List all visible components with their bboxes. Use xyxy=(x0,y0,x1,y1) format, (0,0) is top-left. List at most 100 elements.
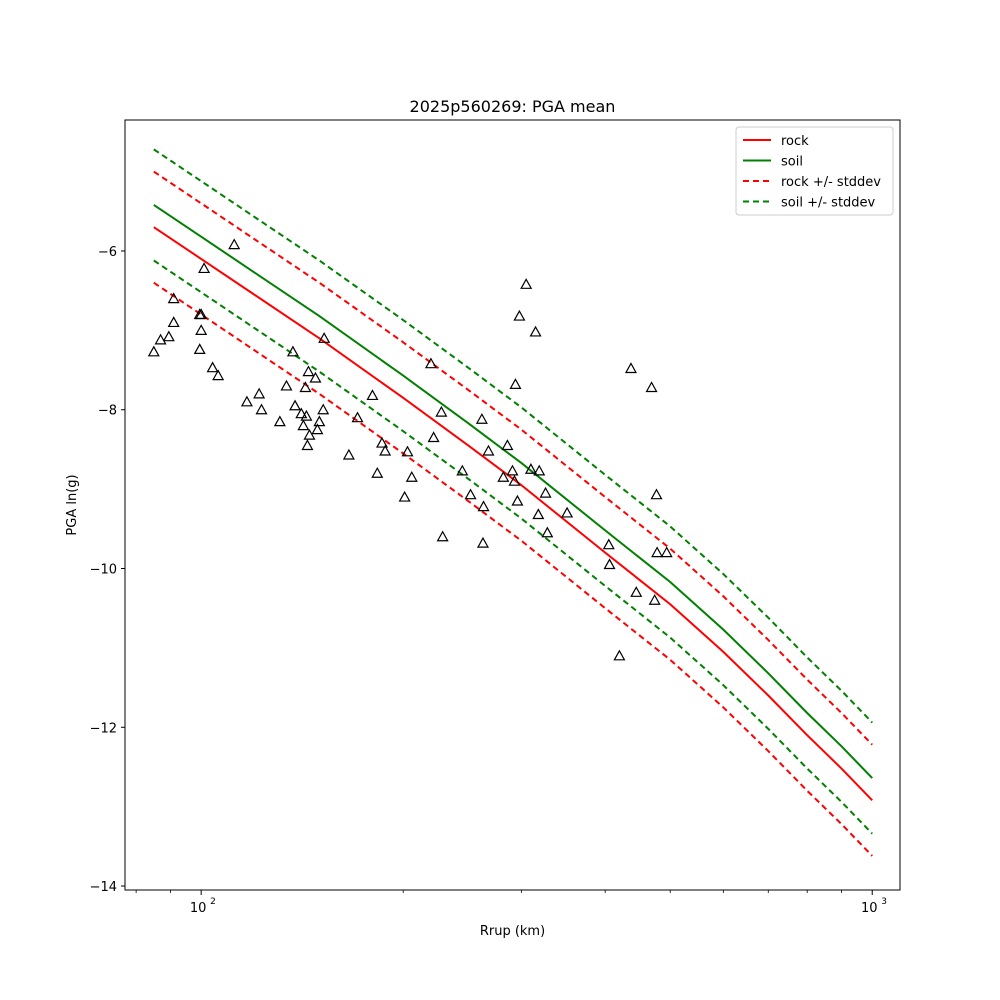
y-axis-label: PGA ln(g) xyxy=(65,474,80,535)
observation-point xyxy=(371,467,384,478)
observation-point xyxy=(602,538,615,550)
observation-point xyxy=(309,371,322,383)
observation-point xyxy=(342,448,355,460)
observation-point xyxy=(253,387,266,399)
observation-point xyxy=(630,586,643,597)
observation-point xyxy=(313,415,326,427)
observation-point xyxy=(401,445,414,457)
observation-point xyxy=(311,423,324,435)
plot-layer xyxy=(147,148,873,857)
y-tick-label: −12 xyxy=(90,721,117,736)
observation-point xyxy=(379,444,392,456)
observation-point xyxy=(541,526,554,538)
observation-point xyxy=(561,506,574,518)
observation-point xyxy=(147,345,160,357)
observation-point xyxy=(240,395,253,407)
observation-point xyxy=(650,488,663,500)
observation-point xyxy=(206,361,219,373)
observation-point xyxy=(501,439,514,451)
observation-point xyxy=(167,292,180,304)
observation-point xyxy=(167,316,180,328)
observation-point xyxy=(508,474,521,486)
observation-point xyxy=(506,464,519,476)
observation-point xyxy=(228,238,241,250)
x-tick-exponent: 2 xyxy=(210,897,216,907)
observation-point xyxy=(273,415,286,427)
legend-entry: soil xyxy=(781,155,803,170)
observation-point xyxy=(286,345,299,357)
observation-point xyxy=(513,309,526,321)
observation-point xyxy=(476,536,490,548)
legend-entry: soil +/- stddev xyxy=(781,196,876,211)
observation-point xyxy=(300,409,313,421)
observation-point xyxy=(645,381,658,393)
observation-point xyxy=(193,343,206,355)
observation-point xyxy=(533,464,546,476)
observation-point xyxy=(212,369,225,381)
observation-point xyxy=(195,308,208,320)
observation-point xyxy=(301,439,314,451)
observation-point xyxy=(195,324,208,335)
observation-point xyxy=(303,428,316,440)
y-tick-label: −8 xyxy=(98,404,117,419)
observation-point xyxy=(497,470,510,482)
y-tick-label: −10 xyxy=(90,563,117,578)
observation-point xyxy=(511,494,524,506)
observation-point xyxy=(532,508,545,520)
observation-point xyxy=(376,436,389,448)
series-rock-line xyxy=(153,226,873,801)
series-rock-stddev-upper xyxy=(153,170,873,746)
observation-point xyxy=(529,325,542,337)
x-tick-exponent: 3 xyxy=(881,897,887,907)
observation-point xyxy=(366,389,379,401)
series-soil-line xyxy=(153,204,873,779)
observation-point xyxy=(475,413,488,424)
observation-point xyxy=(299,381,312,393)
series-soil-stddev-lower xyxy=(153,259,873,835)
observation-point xyxy=(539,486,552,498)
x-axis-label: Rrup (km) xyxy=(480,924,545,939)
observation-point xyxy=(424,357,437,369)
observation-point xyxy=(255,403,268,415)
observation-point xyxy=(280,379,293,391)
legend-entry: rock +/- stddev xyxy=(781,175,881,190)
observation-point xyxy=(651,546,664,558)
observation-point xyxy=(482,444,495,456)
legend-entry: rock xyxy=(781,134,809,149)
observation-point xyxy=(318,332,331,343)
observation-point xyxy=(302,365,315,377)
observation-point xyxy=(477,500,490,512)
y-tick-label: −14 xyxy=(90,880,117,895)
observation-point xyxy=(297,419,310,431)
observation-point xyxy=(162,330,175,342)
observation-point xyxy=(509,378,522,389)
observation-point xyxy=(198,262,211,274)
observation-point xyxy=(464,488,477,500)
observation-point xyxy=(398,490,411,502)
x-tick-label: 10 xyxy=(861,901,878,916)
observation-point xyxy=(351,411,364,423)
observation-point xyxy=(154,333,167,345)
y-tick-label: −6 xyxy=(98,245,117,260)
observation-point xyxy=(613,649,626,661)
observation-point xyxy=(660,546,673,558)
series-rock-stddev-lower xyxy=(153,281,873,857)
observation-point xyxy=(405,470,418,482)
observation-point xyxy=(435,405,448,417)
observation-point xyxy=(289,399,302,411)
legend: rock soil rock +/- stddev soil +/- stddev xyxy=(735,126,894,216)
observation-point xyxy=(427,431,440,443)
observation-point xyxy=(456,464,469,476)
x-tick-label: 10 xyxy=(190,901,207,916)
observation-point xyxy=(603,558,616,570)
legend-box xyxy=(735,126,894,216)
observation-point xyxy=(436,530,449,542)
observation-point xyxy=(520,278,533,289)
observation-point xyxy=(524,463,537,474)
chart-title: 2025p560269: PGA mean xyxy=(410,97,616,116)
observation-point xyxy=(317,403,330,415)
observation-point xyxy=(648,594,661,605)
